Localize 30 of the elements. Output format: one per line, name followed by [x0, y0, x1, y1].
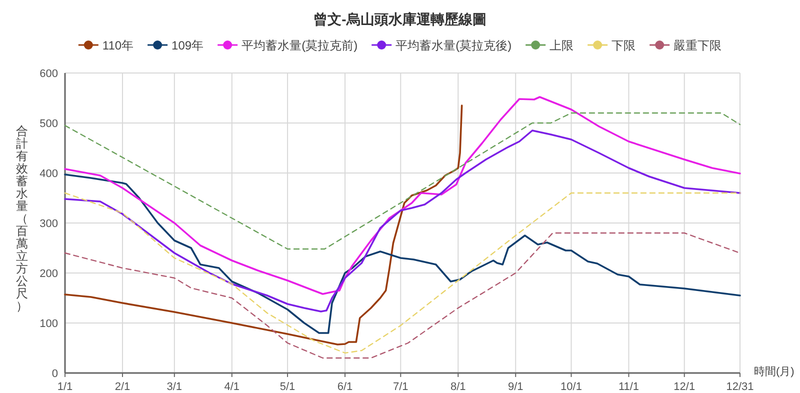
- y-tick-label: 600: [40, 68, 58, 80]
- legend-label: 下限: [612, 38, 636, 52]
- x-tick-label: 1/1: [57, 381, 73, 393]
- legend-label: 平均蓄水量(莫拉克前): [242, 38, 358, 52]
- chart-title: 曾文-烏山頭水庫運轉歷線圖: [314, 11, 486, 27]
- x-tick-label: 8/1: [450, 381, 466, 393]
- x-tick-label: 12/31: [726, 381, 754, 393]
- y-axis-title: 合計有效蓄水量（百萬立方公尺）: [16, 124, 28, 313]
- legend-label: 110年: [102, 38, 134, 52]
- y-tick-label: 300: [40, 218, 58, 230]
- x-tick-label: 11/1: [618, 381, 640, 393]
- legend-label: 平均蓄水量(莫拉克後): [396, 38, 512, 52]
- y-tick-label: 400: [40, 168, 58, 180]
- legend-label: 嚴重下限: [674, 38, 722, 52]
- x-tick-label: 5/1: [280, 381, 296, 393]
- x-tick-label: 3/1: [166, 381, 182, 393]
- x-tick-label: 2/1: [114, 381, 130, 393]
- x-tick-label: 10/1: [560, 381, 582, 393]
- x-tick-label: 7/1: [392, 381, 408, 393]
- x-tick-label: 4/1: [224, 381, 240, 393]
- y-tick-label: 200: [40, 268, 58, 280]
- x-tick-label: 12/1: [674, 381, 696, 393]
- x-axis-title: 時間(月): [754, 365, 794, 378]
- x-tick-label: 6/1: [337, 381, 353, 393]
- legend-label: 109年: [172, 38, 204, 52]
- x-tick-label: 9/1: [508, 381, 524, 393]
- y-tick-label: 100: [40, 318, 58, 330]
- y-tick-label: 500: [40, 118, 58, 130]
- legend-label: 上限: [550, 38, 574, 52]
- y-tick-label: 0: [52, 368, 58, 380]
